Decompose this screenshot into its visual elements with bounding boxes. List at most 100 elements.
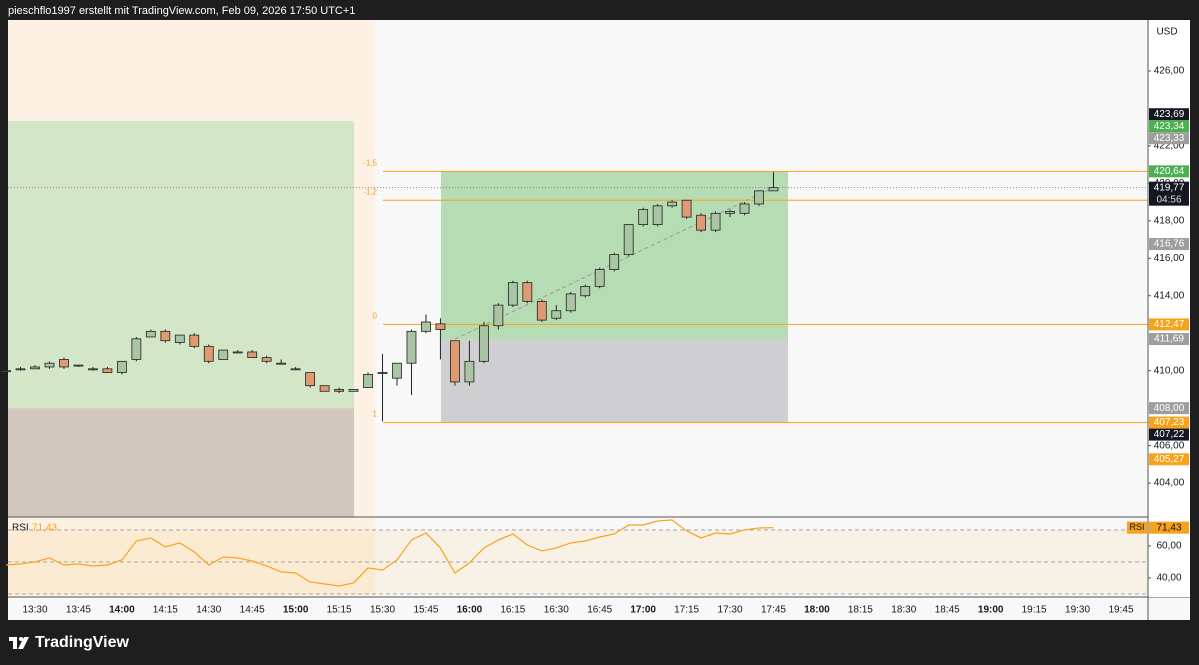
candle-body: [319, 385, 330, 392]
candle-body: [580, 285, 591, 297]
price-tag-label: 412,47: [1154, 319, 1185, 330]
candle-body: [551, 310, 562, 319]
rsi-name-tag-label: RSI: [1129, 522, 1144, 532]
x-tick-label: 14:00: [109, 605, 135, 616]
x-tick-label: 13:30: [22, 605, 47, 616]
candle-body: [73, 364, 84, 367]
candle-body: [1, 370, 11, 373]
price-tag: [1149, 428, 1189, 441]
candle-body: [377, 372, 388, 374]
x-tick-label: 18:15: [848, 605, 873, 616]
header: pieschflo1997 erstellt mit TradingView.c…: [8, 5, 355, 17]
candle-body: [160, 330, 171, 342]
x-tick-label: 19:30: [1065, 605, 1090, 616]
price-tag: [1149, 238, 1189, 251]
x-tick-label: 17:30: [718, 605, 743, 616]
candle-body: [681, 199, 692, 218]
candle-body: [478, 325, 489, 362]
x-tick-label: 18:00: [804, 605, 830, 616]
logo: [9, 637, 29, 649]
candle-body: [15, 368, 26, 371]
price-tag-label: 407,22: [1154, 429, 1185, 440]
price-tag-label: 423,33: [1154, 133, 1185, 144]
y-tick-label: 414,00: [1154, 290, 1185, 301]
x-tick-label: 14:15: [153, 605, 178, 616]
candle-body: [131, 338, 142, 360]
price-tag: [1149, 132, 1189, 145]
x-tick-label: 19:15: [1022, 605, 1047, 616]
price-tag-label: 407,23: [1154, 417, 1185, 428]
candle-body: [565, 293, 576, 312]
candle-body: [522, 282, 533, 302]
price-tag: [1149, 333, 1189, 346]
logo-mark: [18, 637, 29, 649]
candle-body: [44, 362, 55, 368]
candle-body: [276, 362, 287, 365]
candle-body: [145, 330, 156, 338]
candle-body: [305, 372, 316, 387]
candle-body: [435, 323, 446, 330]
position-loss: [441, 339, 788, 423]
x-tick-label: 15:45: [413, 605, 438, 616]
price-tag: [1149, 453, 1189, 466]
candle-body: [203, 345, 214, 362]
rsi-tick-label: 60,00: [1156, 541, 1181, 552]
candle-body: [667, 201, 678, 207]
rsi-tag: [1149, 521, 1189, 534]
price-tag: [1149, 108, 1189, 121]
candle-body: [710, 212, 721, 231]
x-tick-label: 16:45: [587, 605, 612, 616]
candle-body: [392, 362, 402, 379]
rsi-name-tag: [1127, 521, 1147, 534]
price-tag-label: 423,69: [1154, 109, 1185, 120]
price-tag: [1149, 181, 1189, 206]
candle-body: [334, 389, 344, 392]
price-tag-label: 420,64: [1154, 166, 1185, 177]
candle-body: [609, 254, 620, 270]
x-tick-label: 17:15: [674, 605, 699, 616]
fib-label: 0: [373, 312, 378, 321]
y-tick-label: 418,00: [1154, 215, 1185, 226]
candle-body: [652, 205, 663, 225]
candle-body: [768, 187, 779, 192]
rsi-value: 71,43: [32, 523, 57, 534]
price-tag: [1149, 416, 1189, 429]
x-tick-label: 16:00: [457, 605, 483, 616]
candle-body: [406, 330, 417, 364]
x-tick-label: 18:45: [935, 605, 960, 616]
position-loss: [8, 408, 354, 517]
price-tag: [1149, 120, 1189, 133]
x-tick-label: 17:45: [761, 605, 786, 616]
price-tag-label: 423,34: [1154, 121, 1185, 132]
candle-body: [30, 366, 40, 370]
y-tick-label: 406,00: [1154, 440, 1185, 451]
x-tick-label: 16:15: [500, 605, 525, 616]
countdown: 04:56: [1156, 194, 1181, 205]
logo-dot: [19, 637, 23, 641]
x-tick-label: 18:30: [891, 605, 916, 616]
candle-body: [594, 269, 605, 287]
rsi-tag-label: 71,43: [1156, 522, 1181, 533]
candle-body: [739, 203, 750, 214]
price-tag-label: 411,69: [1154, 334, 1184, 345]
currency: USD: [1156, 27, 1177, 38]
candle-body: [247, 351, 258, 358]
x-tick-label: 15:15: [327, 605, 352, 616]
fib-label: -1,5: [363, 158, 377, 167]
rsi-line: [5, 519, 774, 587]
price-tag: [1149, 318, 1189, 331]
price-tag: [1149, 165, 1189, 178]
x-tick-label: 14:45: [240, 605, 265, 616]
candle-body: [348, 389, 359, 392]
rsi-tick-label: 40,00: [1156, 573, 1181, 584]
price-tag-label: 405,27: [1154, 454, 1185, 465]
candle-body: [450, 340, 460, 383]
candle-body: [363, 374, 373, 388]
rsi-name: RSI: [12, 523, 29, 534]
y-tick-label: 404,00: [1154, 478, 1185, 489]
candle-body: [218, 349, 229, 360]
y-tick-label: 410,00: [1154, 365, 1185, 376]
y-tick-label: 422,00: [1154, 141, 1185, 152]
candle-body: [536, 300, 547, 321]
